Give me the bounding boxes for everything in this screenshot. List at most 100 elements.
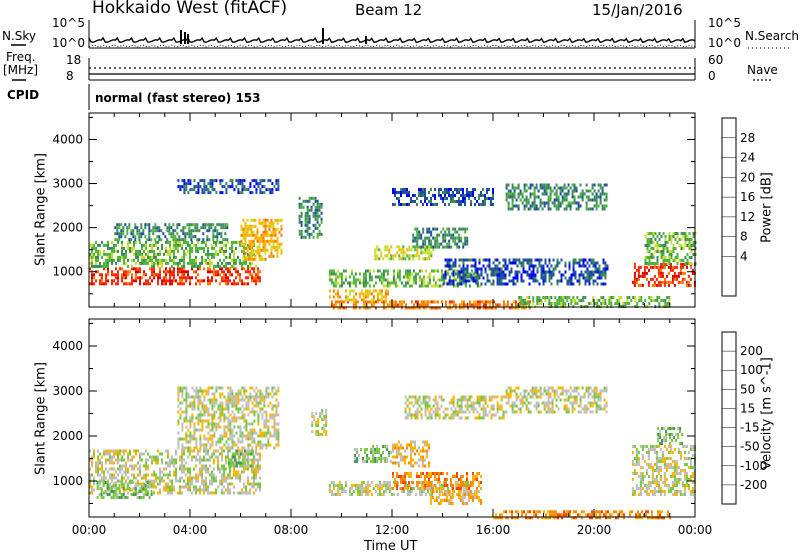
data-cell <box>121 458 123 462</box>
data-patch <box>177 179 280 195</box>
data-cell <box>418 278 421 282</box>
data-cell <box>668 238 671 241</box>
data-cell <box>109 255 111 259</box>
data-cell <box>93 276 95 280</box>
data-cell <box>126 229 129 233</box>
data-cell <box>520 273 523 277</box>
data-cell <box>183 270 185 274</box>
data-cell <box>191 240 193 244</box>
data-cell <box>199 461 201 465</box>
data-cell <box>203 410 206 414</box>
data-cell <box>442 227 445 231</box>
data-cell <box>226 223 229 227</box>
data-cell <box>177 386 180 390</box>
data-cell <box>590 270 593 274</box>
data-cell <box>593 204 596 208</box>
data-cell <box>257 389 260 393</box>
data-cell <box>576 261 579 265</box>
data-cell <box>549 195 552 199</box>
data-cell <box>480 300 483 304</box>
data-cell <box>229 461 232 465</box>
data-cell <box>364 460 367 463</box>
data-cell <box>99 252 101 256</box>
data-cell <box>275 431 278 435</box>
data-cell <box>169 258 171 262</box>
data-cell <box>179 389 182 393</box>
data-cell <box>454 236 457 240</box>
data-cell <box>336 484 339 487</box>
data-cell <box>480 282 483 286</box>
data-cell <box>378 269 381 273</box>
colorbar-tick-label: 4 <box>740 249 748 263</box>
data-cell <box>659 280 662 284</box>
data-cell <box>522 299 525 302</box>
data-cell <box>197 249 199 253</box>
data-patch <box>96 481 153 499</box>
data-cell <box>207 413 210 417</box>
data-cell <box>277 440 280 444</box>
data-cell <box>147 249 149 253</box>
data-cell <box>470 276 473 280</box>
data-cell <box>156 229 159 233</box>
data-cell <box>498 261 501 265</box>
data-cell <box>231 461 234 465</box>
data-cell <box>532 302 535 305</box>
data-cell <box>213 246 215 250</box>
data-cell <box>99 282 101 286</box>
data-cell <box>516 279 519 283</box>
data-cell <box>556 261 559 265</box>
data-cell <box>245 404 248 408</box>
data-cell <box>213 431 216 435</box>
data-cell <box>199 386 202 390</box>
data-cell <box>514 273 517 277</box>
data-cell <box>601 207 604 211</box>
data-cell <box>548 273 551 277</box>
data-cell <box>203 395 206 399</box>
data-cell <box>340 284 343 288</box>
data-cell <box>524 302 527 305</box>
data-cell <box>526 270 529 274</box>
data-cell <box>113 455 115 459</box>
data-cell <box>418 257 421 261</box>
data-cell <box>430 300 433 304</box>
data-cell <box>474 276 477 280</box>
data-cell <box>338 487 341 490</box>
data-cell <box>167 485 169 489</box>
data-cell <box>532 299 535 302</box>
data-cell <box>474 279 477 283</box>
data-cell <box>366 269 369 273</box>
data-cell <box>131 458 133 462</box>
data-cell <box>422 230 425 234</box>
data-cell <box>227 270 229 274</box>
data-cell <box>316 217 319 221</box>
data-cell <box>484 197 486 200</box>
data-cell <box>570 279 573 283</box>
data-cell <box>384 284 387 288</box>
data-cell <box>608 296 611 299</box>
data-cell <box>223 443 226 447</box>
data-cell <box>125 449 127 453</box>
data-cell <box>400 191 402 194</box>
data-cell <box>414 245 417 249</box>
data-cell <box>603 207 606 211</box>
data-cell <box>229 425 232 429</box>
data-cell <box>245 485 247 489</box>
data-cell <box>462 242 465 246</box>
data-cell <box>125 252 127 256</box>
data-cell <box>396 455 398 459</box>
data-cell <box>454 239 457 243</box>
data-cell <box>426 443 428 447</box>
data-cell <box>308 232 311 236</box>
data-cell <box>612 296 615 299</box>
data-cell <box>181 410 184 414</box>
data-cell <box>563 198 566 202</box>
data-cell <box>538 302 541 305</box>
data-cell <box>506 303 509 307</box>
data-cell <box>181 401 184 405</box>
data-cell <box>663 262 666 266</box>
data-cell <box>566 282 569 286</box>
data-cell <box>386 292 389 296</box>
data-cell <box>91 458 93 462</box>
data-cell <box>304 229 307 233</box>
data-cell <box>105 452 107 456</box>
